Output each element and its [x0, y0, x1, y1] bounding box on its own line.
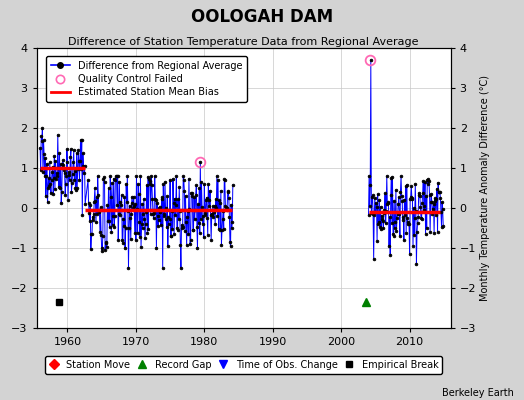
Text: OOLOGAH DAM: OOLOGAH DAM — [191, 8, 333, 26]
Y-axis label: Monthly Temperature Anomaly Difference (°C): Monthly Temperature Anomaly Difference (… — [481, 75, 490, 301]
Title: Difference of Station Temperature Data from Regional Average: Difference of Station Temperature Data f… — [69, 37, 419, 47]
Text: Berkeley Earth: Berkeley Earth — [442, 388, 514, 398]
Legend: Station Move, Record Gap, Time of Obs. Change, Empirical Break: Station Move, Record Gap, Time of Obs. C… — [45, 356, 442, 374]
